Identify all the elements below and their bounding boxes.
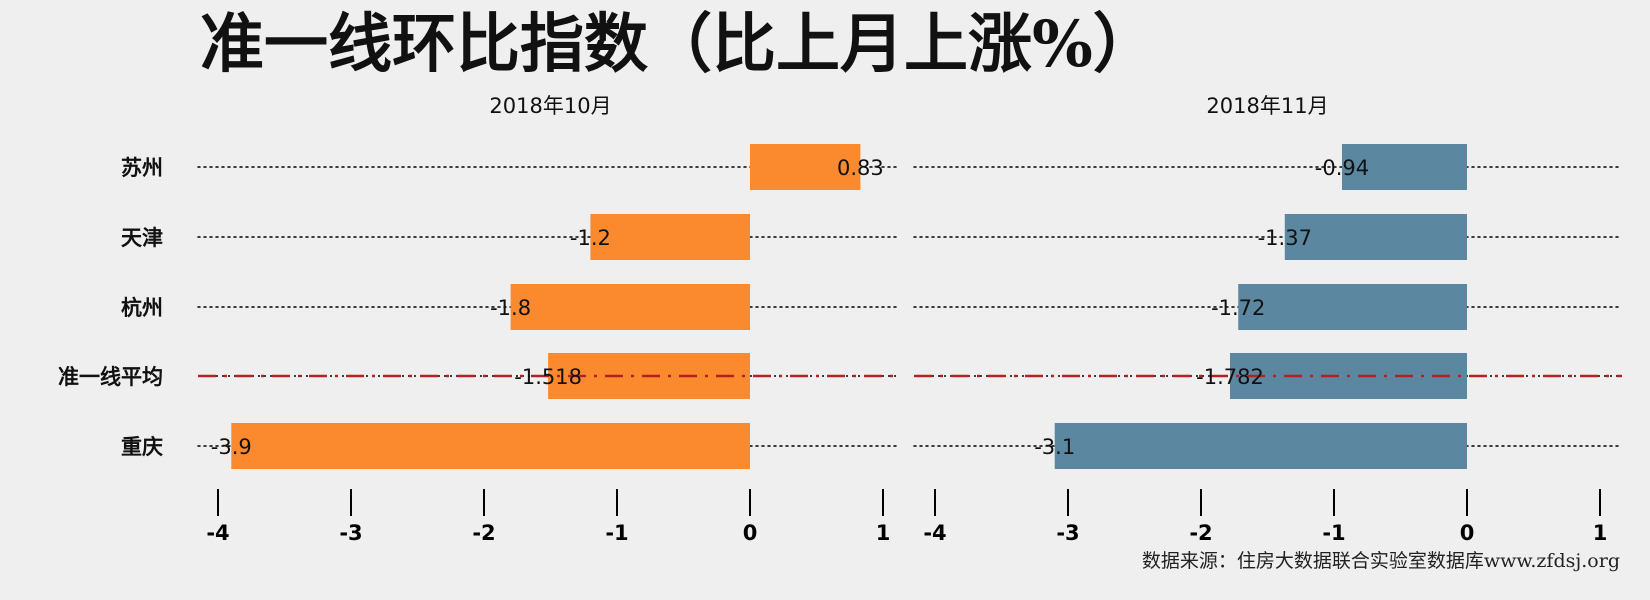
x-tick-label: -3 [339,521,362,545]
category-label: 重庆 [121,434,163,459]
data-label: -1.37 [1258,226,1312,250]
data-label: -1.782 [1196,365,1264,389]
data-label: -0.94 [1315,156,1369,180]
x-tick-label: 0 [1460,521,1475,545]
category-label: 杭州 [121,295,163,320]
data-label: -3.9 [211,435,252,459]
bar [1341,144,1467,190]
bar [1054,423,1467,469]
panel-title: 2018年11月 [1206,94,1328,118]
category-label: 天津 [121,225,163,250]
data-label: 0.83 [837,156,884,180]
bar [510,284,750,330]
data-label: -1.8 [490,296,531,320]
data-label: -1.518 [514,365,582,389]
x-tick-label: -2 [1189,521,1212,545]
x-tick-label: 1 [876,521,891,545]
x-tick-label: -1 [1322,521,1345,545]
bar [750,144,861,190]
bar [1238,284,1467,330]
x-tick-label: 0 [743,521,758,545]
data-label: -1.72 [1211,296,1265,320]
bar [231,423,751,469]
category-label: 准一线平均 [58,364,163,389]
source-note: 数据来源：住房大数据联合实验室数据库www.zfdsj.org [1142,550,1620,572]
panel-title: 2018年10月 [489,94,611,118]
data-label: -1.2 [570,226,611,250]
data-label: -3.1 [1034,435,1075,459]
x-tick-label: -4 [206,521,229,545]
x-tick-label: -3 [1056,521,1079,545]
x-tick-label: 1 [1593,521,1608,545]
bar [1284,214,1467,260]
x-tick-label: -2 [472,521,495,545]
bar [590,214,750,260]
category-label: 苏州 [121,155,163,180]
x-tick-label: -4 [923,521,946,545]
chart-title: 准一线环比指数（比上月上涨%） [200,7,1157,82]
x-tick-label: -1 [605,521,628,545]
